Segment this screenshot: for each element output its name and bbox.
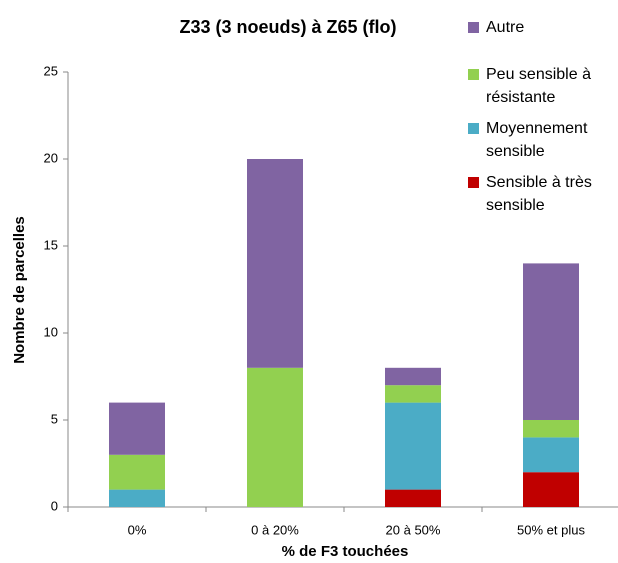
x-tick-label: 0 à 20% [251, 522, 299, 537]
bar-segment [523, 437, 579, 473]
legend-item: Moyennement sensible [468, 117, 618, 163]
x-tick-label: 50% et plus [517, 522, 585, 537]
legend-item: Autre [468, 16, 618, 39]
legend-label: Autre [486, 19, 525, 36]
bar-segment [523, 472, 579, 507]
chart-title: Z33 (3 noeuds) à Z65 (flo) [179, 17, 396, 37]
legend-item: Peu sensible à résistante [468, 63, 618, 109]
bar-segment [109, 489, 165, 507]
y-tick-label: 5 [51, 411, 58, 426]
legend-item: Sensible à très sensible [468, 171, 618, 217]
legend-label: Sensible à très sensible [486, 174, 592, 214]
bar-segment [385, 402, 441, 490]
bar-segment [385, 385, 441, 403]
x-tick-label: 20 à 50% [386, 522, 441, 537]
x-tick-label: 0% [128, 522, 147, 537]
bar-segment [109, 454, 165, 490]
y-tick-label: 0 [51, 498, 58, 513]
bar-segment [385, 489, 441, 507]
legend-label: Moyennement sensible [486, 120, 588, 160]
y-tick-label: 15 [44, 237, 58, 252]
y-axis-label: Nombre de parcelles [11, 216, 28, 364]
bar-segment [109, 402, 165, 455]
bar-segment [247, 367, 303, 507]
y-tick-label: 10 [44, 324, 58, 339]
legend-label: Peu sensible à résistante [486, 66, 591, 106]
bar-segment [385, 367, 441, 386]
legend: Autre Peu sensible à résistante Moyennemen… [468, 16, 618, 225]
legend-swatch [468, 177, 479, 188]
bar-segment [247, 159, 303, 368]
bar-segment [523, 420, 579, 438]
legend-swatch [468, 123, 479, 134]
x-axis-label: % de F3 touchées [282, 543, 409, 560]
bar-segment [523, 263, 579, 420]
y-tick-label: 20 [44, 150, 58, 165]
legend-swatch [468, 22, 479, 33]
y-tick-label: 25 [44, 63, 58, 78]
legend-swatch [468, 69, 479, 80]
